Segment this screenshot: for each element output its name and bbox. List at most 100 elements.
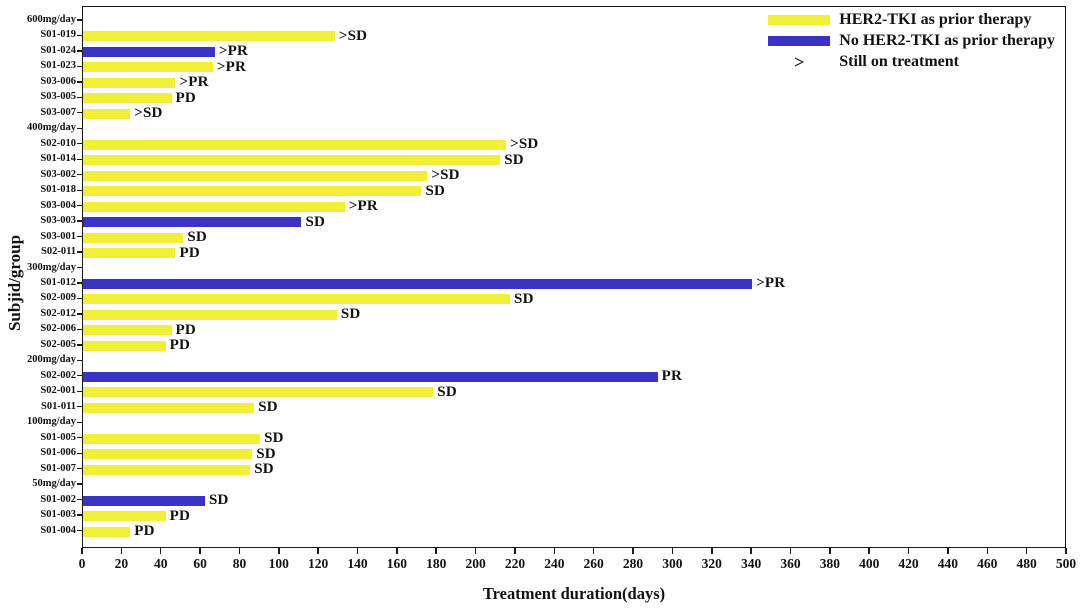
subject-label: S03-006: [40, 75, 76, 87]
x-tick-label: 480: [1016, 556, 1037, 571]
subject-label: S02-012: [40, 307, 76, 319]
x-tick-label: 120: [308, 556, 329, 571]
legend-swatch-no_her2_tki: [768, 35, 831, 46]
subject-label: S02-010: [40, 137, 76, 149]
legend-label: HER2-TKI as prior therapy: [839, 10, 1032, 28]
x-tick-label: 180: [426, 556, 447, 571]
x-tick: [632, 548, 634, 554]
subject-label: S01-004: [40, 524, 76, 536]
x-axis-title: Treatment duration(days): [482, 584, 666, 603]
y-tick: [77, 282, 82, 284]
x-tick: [396, 548, 398, 554]
x-tick: [671, 548, 674, 554]
response-annotation: SD: [256, 445, 276, 462]
response-annotation: SD: [514, 290, 534, 307]
subject-label: S01-006: [40, 447, 76, 459]
y-tick: [77, 19, 82, 21]
x-tick-label: 460: [977, 556, 998, 571]
response-annotation: >SD: [510, 136, 539, 153]
y-tick: [77, 266, 82, 269]
dose-group-label: 400mg/day: [26, 122, 76, 134]
y-tick: [77, 421, 82, 423]
x-tick: [514, 548, 516, 554]
x-tick-label: 500: [1055, 556, 1077, 571]
subject-label: S03-001: [40, 230, 76, 242]
response-annotation: SD: [504, 151, 524, 168]
x-tick: [947, 548, 949, 554]
treatment-bar: [83, 387, 434, 398]
subject-label: S02-009: [40, 292, 76, 304]
x-tick-label: 60: [193, 556, 207, 571]
subject-label: S01-007: [40, 462, 76, 474]
y-tick: [77, 235, 82, 238]
x-tick: [199, 548, 201, 554]
x-tick: [435, 548, 437, 554]
legend-label: No HER2-TKI as prior therapy: [839, 31, 1055, 49]
y-tick: [77, 437, 82, 439]
y-tick: [77, 390, 82, 392]
subject-label: S01-019: [40, 29, 76, 41]
response-annotation: PD: [169, 507, 191, 524]
treatment-bar: [83, 139, 507, 150]
treatment-bar: [83, 31, 335, 42]
x-tick: [750, 548, 752, 554]
treatment-bar: [83, 464, 251, 475]
y-tick: [77, 406, 82, 408]
response-annotation: PD: [169, 337, 191, 354]
treatment-bar: [83, 495, 206, 506]
legend-row: No HER2-TKI as prior therapy: [768, 30, 1055, 51]
treatment-bar: [83, 62, 213, 73]
x-tick: [1025, 548, 1028, 554]
y-tick: [77, 81, 82, 83]
y-tick: [77, 220, 82, 222]
response-annotation: SD: [258, 399, 278, 416]
x-tick: [829, 548, 831, 554]
treatment-bar: [83, 217, 302, 228]
y-tick: [77, 359, 82, 361]
x-tick: [317, 548, 319, 554]
treatment-bar: [83, 309, 337, 320]
treatment-bar: [83, 340, 166, 351]
x-tick-label: 360: [780, 556, 801, 571]
treatment-bar: [83, 433, 261, 444]
subject-label: S03-005: [40, 91, 76, 103]
treatment-bar: [83, 108, 131, 119]
x-tick: [868, 548, 870, 554]
x-tick: [159, 548, 162, 554]
x-tick: [789, 548, 792, 554]
treatment-bar: [83, 371, 658, 382]
y-tick: [77, 143, 82, 145]
subject-label: S01-005: [40, 431, 76, 443]
x-tick: [356, 548, 359, 554]
treatment-bar: [83, 186, 422, 197]
dose-group-label: 200mg/day: [26, 354, 76, 366]
response-annotation: >PR: [756, 275, 786, 292]
x-tick: [907, 548, 910, 554]
x-tick-label: 200: [465, 556, 486, 571]
x-tick-label: 160: [386, 556, 407, 571]
legend: HER2-TKI as prior therapy No HER2-TKI as …: [768, 9, 1055, 72]
treatment-bar: [83, 201, 345, 212]
dose-group-label: 300mg/day: [26, 261, 76, 273]
treatment-bar: [83, 77, 176, 88]
x-tick: [474, 548, 477, 554]
response-annotation: SD: [187, 229, 207, 246]
y-tick: [77, 467, 82, 470]
response-annotation: >PR: [179, 74, 209, 91]
treatment-bar: [83, 93, 172, 104]
treatment-bar: [83, 402, 255, 413]
y-tick: [77, 297, 82, 300]
response-annotation: >SD: [338, 27, 368, 44]
subject-label: S01-024: [40, 44, 76, 56]
treatment-bar: [83, 449, 253, 460]
subject-label: S01-018: [40, 184, 76, 196]
x-tick: [1065, 548, 1067, 554]
legend-row: HER2-TKI as prior therapy: [768, 9, 1055, 30]
response-annotation: PD: [175, 89, 196, 106]
subject-label: S01-003: [40, 509, 76, 521]
response-annotation: >SD: [134, 105, 163, 122]
x-tick-label: 380: [819, 556, 840, 571]
response-annotation: >SD: [431, 167, 460, 184]
x-tick-label: 440: [937, 556, 959, 571]
